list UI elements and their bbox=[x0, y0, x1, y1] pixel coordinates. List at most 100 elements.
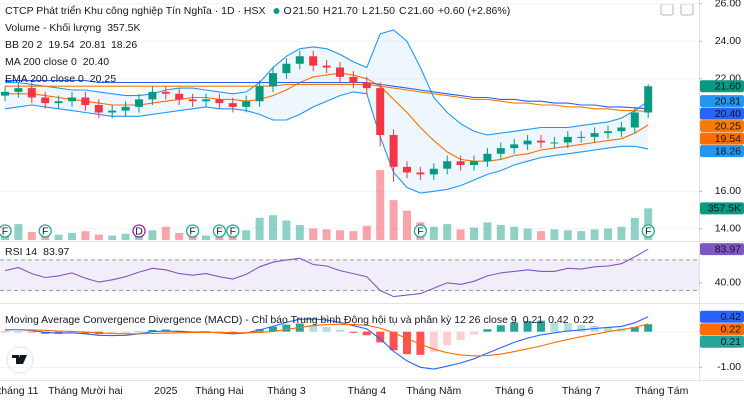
price-tag-label: 20.81 bbox=[715, 95, 741, 107]
candle-body bbox=[175, 93, 184, 100]
volume-bar bbox=[148, 230, 157, 240]
histogram-bar bbox=[282, 324, 291, 332]
volume-bar bbox=[322, 229, 331, 240]
y-tick-label: 24.00 bbox=[715, 35, 741, 47]
volume-bar bbox=[483, 222, 492, 240]
volume-bar bbox=[309, 228, 318, 240]
x-tick-label: 2025 bbox=[154, 385, 178, 397]
histogram-bar bbox=[336, 329, 344, 332]
ohlc-label: L bbox=[362, 5, 368, 17]
x-tick-label: Tháng Tám bbox=[635, 385, 689, 397]
histogram-bar bbox=[322, 327, 331, 332]
macd-line bbox=[5, 323, 649, 357]
price-tag-label: 0.42 bbox=[721, 311, 742, 323]
candle-body bbox=[496, 148, 505, 154]
price-tag bbox=[700, 80, 744, 93]
indicator-line bbox=[5, 29, 649, 136]
candle-body bbox=[188, 99, 197, 102]
histogram-bar bbox=[148, 329, 157, 332]
candle-body bbox=[617, 127, 626, 132]
price-tag-label: 0.21 bbox=[721, 336, 742, 348]
volume-bar bbox=[630, 217, 639, 240]
volume-bar bbox=[617, 226, 626, 240]
candle-body bbox=[403, 166, 411, 173]
event-label: F bbox=[2, 225, 8, 237]
candle-body bbox=[537, 140, 545, 143]
volume-bar bbox=[14, 224, 23, 240]
volume-bar bbox=[563, 230, 572, 240]
indicator-title: EMA 200 close 0 bbox=[5, 73, 84, 85]
chart-title: CTCP Phát triển Khu công nghiệp Tín Nghĩ… bbox=[5, 5, 266, 17]
volume-bar bbox=[27, 232, 36, 240]
candle-body bbox=[135, 99, 143, 107]
volume-bar bbox=[550, 229, 559, 240]
ohlc-value: 21.60 bbox=[408, 5, 434, 17]
histogram-bar bbox=[563, 323, 572, 332]
candle-body bbox=[644, 86, 653, 113]
candle-body bbox=[416, 172, 425, 175]
candle-body bbox=[630, 112, 639, 128]
ohlc-label: O bbox=[284, 5, 292, 17]
event-label: F bbox=[645, 225, 651, 237]
price-tag bbox=[700, 243, 744, 256]
pane-value: 0.42 bbox=[548, 314, 569, 326]
histogram-bar bbox=[577, 324, 586, 332]
candle-body bbox=[148, 91, 157, 100]
candle-body bbox=[470, 161, 478, 165]
x-tick-label: Tháng 3 bbox=[267, 385, 306, 397]
candle-body bbox=[68, 97, 76, 102]
candle-body bbox=[81, 97, 90, 105]
logo bbox=[6, 346, 34, 374]
volume-bar bbox=[389, 200, 398, 240]
price-tag bbox=[700, 145, 744, 158]
candle-body bbox=[389, 135, 398, 167]
histogram-bar bbox=[403, 331, 411, 355]
candle-body bbox=[295, 56, 304, 64]
candle-body bbox=[161, 91, 170, 94]
candle-body bbox=[228, 103, 237, 107]
y-tick-label: -1.00 bbox=[717, 361, 741, 373]
histogram-bar bbox=[242, 331, 251, 333]
volume-value: 357.5K bbox=[107, 22, 140, 34]
indicator-value: 20.40 bbox=[83, 56, 109, 68]
event-label: D bbox=[135, 225, 143, 237]
event-label: F bbox=[230, 225, 236, 237]
volume-bar bbox=[282, 220, 291, 240]
volume-bar bbox=[336, 230, 344, 240]
indicator-title: BB 20 2 bbox=[5, 39, 43, 51]
volume-bar bbox=[54, 234, 63, 240]
candle-body bbox=[523, 140, 532, 145]
pane-value: 83.97 bbox=[43, 246, 69, 258]
volume-bar bbox=[537, 231, 545, 240]
volume-bar bbox=[523, 228, 532, 240]
histogram-bar bbox=[108, 331, 117, 334]
event-marker bbox=[0, 224, 12, 238]
indicator-line bbox=[5, 80, 649, 110]
y-tick-label: 26.00 bbox=[715, 0, 741, 10]
histogram-bar bbox=[121, 331, 130, 334]
histogram-bar bbox=[135, 331, 143, 333]
indicator-value: 20.81 bbox=[80, 39, 106, 51]
histogram-bar bbox=[362, 331, 371, 336]
event-label: F bbox=[417, 225, 423, 237]
candle-body bbox=[349, 76, 358, 83]
status-dot bbox=[273, 8, 280, 14]
pane-title: Moving Average Convergence Divergence (M… bbox=[5, 314, 517, 326]
ohlc-value: 21.70 bbox=[332, 5, 358, 17]
event-marker bbox=[641, 224, 655, 238]
pane-title: RSI 14 bbox=[5, 246, 37, 258]
price-tag bbox=[700, 323, 744, 336]
histogram-bar bbox=[1, 331, 9, 333]
ohlc-value: 21.50 bbox=[293, 5, 319, 17]
histogram-bar bbox=[483, 329, 492, 332]
price-tag bbox=[700, 132, 744, 145]
candle-body bbox=[336, 67, 344, 77]
volume-bar bbox=[443, 224, 452, 240]
volume-bar bbox=[349, 231, 358, 240]
volume-bar bbox=[175, 232, 184, 240]
price-tag-label: 19.54 bbox=[715, 133, 741, 145]
histogram-bar bbox=[376, 331, 385, 343]
candle-body bbox=[54, 101, 63, 104]
histogram-bar bbox=[269, 326, 277, 332]
